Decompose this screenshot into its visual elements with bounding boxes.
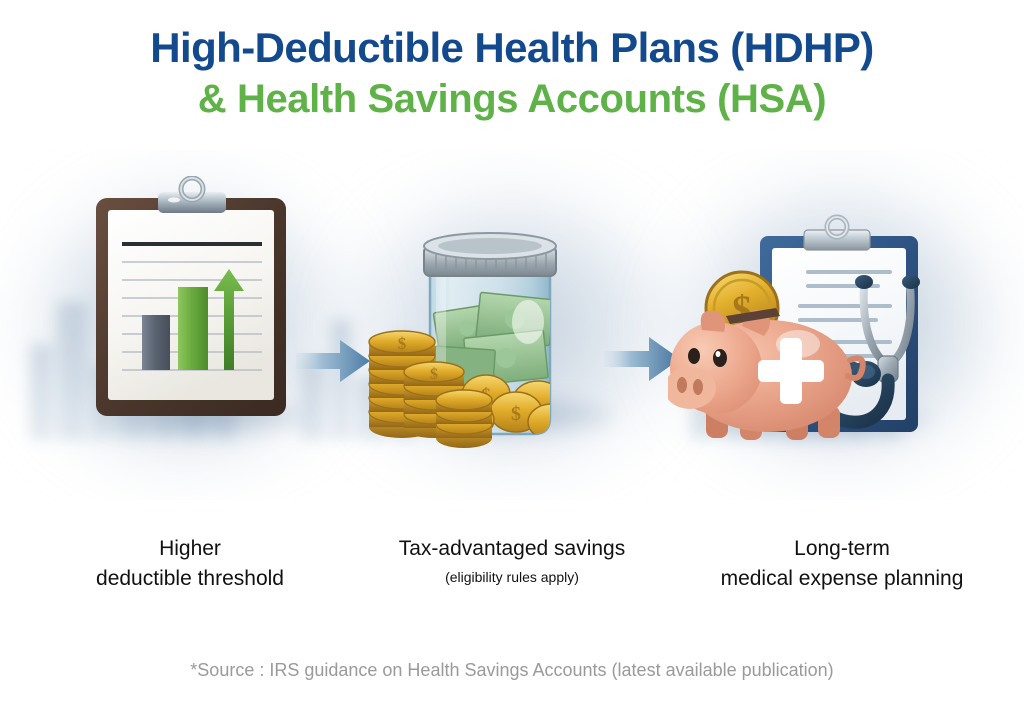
source-footnote: *Source : IRS guidance on Health Savings… — [0, 660, 1024, 681]
source-footnote-text: *Source : IRS guidance on Health Savings… — [190, 660, 834, 680]
step-captions: Higher deductible threshold Tax-advantag… — [0, 520, 1024, 610]
caption-step-1-line2: deductible threshold — [96, 567, 284, 590]
svg-text:$: $ — [430, 366, 438, 383]
caption-step-2-note: (eligibility rules apply) — [445, 569, 579, 585]
title-line-secondary: & Health Savings Accounts (HSA) — [197, 77, 827, 121]
piggy-bank-medical-icon: $ — [668, 214, 920, 440]
svg-text:$: $ — [511, 403, 521, 425]
caption-step-3-line2: medical expense planning — [720, 567, 964, 590]
arrow-step1-to-step2 — [296, 340, 370, 382]
caption-step-1: Higher deductible threshold — [30, 534, 350, 594]
clipboard-bar-chart-icon — [96, 176, 286, 416]
caption-step-2: Tax-advantaged savings (eligibility rule… — [352, 534, 672, 590]
savings-jar-coins-icon: $ $ — [368, 232, 557, 448]
caption-step-3-line1: Long-term — [794, 537, 890, 560]
coin-stack-short — [435, 389, 493, 448]
caption-step-3: Long-term medical expense planning — [672, 534, 1012, 594]
piggy-bank-body — [668, 308, 866, 440]
page-title: High-Deductible Health Plans (HDHP) & He… — [0, 22, 1024, 124]
caption-step-1-line1: Higher — [159, 537, 221, 560]
title-line-primary: High-Deductible Health Plans (HDHP) — [150, 24, 874, 71]
medical-cross-icon — [758, 338, 824, 404]
arrow-step2-to-step3 — [604, 337, 680, 381]
svg-text:$: $ — [398, 334, 407, 353]
caption-step-2-line1: Tax-advantaged savings — [398, 537, 626, 560]
